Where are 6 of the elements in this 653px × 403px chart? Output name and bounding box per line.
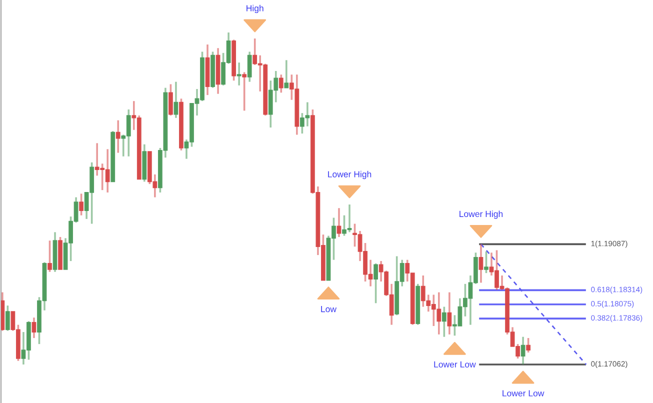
annotation: Lower High [328,170,372,180]
annotation: Lower Low [502,390,544,396]
annotation: Low [321,306,337,312]
annotation: Lower Low [434,361,476,368]
annotation: High [246,4,264,14]
annotation: Lower High [460,210,503,219]
